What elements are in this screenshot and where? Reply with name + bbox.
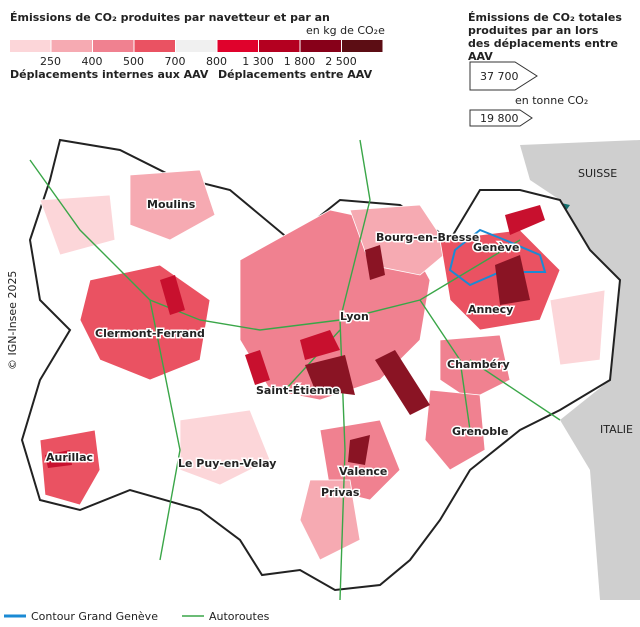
totals-large: 37 700 [480,70,519,83]
legend-class-label: 250 [40,55,61,68]
totals-title-text: des déplacements entre [468,37,618,50]
city-label: Privas [321,486,360,499]
aav-areas [39,169,606,561]
flow-arrow [365,245,385,280]
legend-class-label: 500 [123,55,144,68]
aav-area [439,334,511,401]
flow-arrow [348,435,370,465]
legend-title: Émissions de CO₂ produites par navetteur… [10,11,330,24]
legend-class-label: 400 [82,55,103,68]
flow-arrow [305,355,355,395]
highways [29,139,561,601]
aav-area [179,409,271,486]
small-arrow [469,109,533,127]
aav-area [39,194,116,256]
flow-arrow [300,330,340,360]
totals-title: Émissions de CO₂ totales produites par a… [468,11,626,63]
footer-contour: Contour Grand Genève [31,610,158,623]
city-label: Le Puy-en-Velay [178,457,276,470]
city-label: Lyon [340,310,369,323]
legend-swatch [134,40,175,52]
grand-geneve-contour [448,228,547,287]
legend-swatches: 250 400 500 700 800 1 300 1 800 2 500 [10,40,383,68]
legend-swatch [217,40,258,52]
legend-unit: en kg de CO₂e [306,24,385,37]
legend-class-label: 1 300 [242,55,274,68]
legend-class-label: 2 500 [325,55,357,68]
city-label: Valence [339,465,387,478]
legend-swatch [300,40,341,52]
credit: © IGN-Insee 2025 [6,271,19,370]
cities: Moulins Bourg-en-Bresse Genève Lyon Anne… [45,197,521,501]
legend-class-label: 700 [165,55,186,68]
totals-title-text: AAV [468,50,493,63]
city-label: Moulins [147,198,196,211]
legend-internal: Déplacements internes aux AAV [10,68,209,81]
city-label: Bourg-en-Bresse [376,231,479,244]
aav-area [549,289,606,366]
legend-swatch [176,40,217,52]
city-label: Clermont-Ferrand [95,327,205,340]
country-label: SUISSE [578,167,617,180]
city-label: Genève [473,241,519,254]
footer-roads: Autoroutes [209,610,270,623]
aav-area [129,169,216,241]
large-arrow [469,61,538,91]
flow-arrow [245,350,270,385]
country-label: ITALIE [600,423,633,436]
totals-title-text: Émissions de CO₂ totales [468,11,622,24]
city-label: Annecy [468,303,513,316]
flow-arrow [160,275,185,315]
aav-area [424,389,486,471]
aav-area [39,429,101,506]
totals-unit: en tonne CO₂ [515,94,588,107]
legend-swatch [259,40,300,52]
legend-class-label: 800 [206,55,227,68]
foreign-land [520,140,640,600]
flow-arrows [45,205,545,468]
totals-title-text: produites par an lors [468,24,599,37]
totals-small: 19 800 [480,112,519,125]
flow-arrow [45,450,72,468]
city-label: Grenoble [452,425,508,438]
flow-arrow [375,350,430,415]
legend-swatch [51,40,92,52]
legend-external: Déplacements entre AAV [218,68,373,81]
legend-class-label: 1 800 [284,55,316,68]
city-label: Saint-Étienne [256,384,340,397]
legend-swatch [342,40,383,52]
flow-arrow [505,205,545,235]
legend-swatch [10,40,51,52]
legend-swatch [93,40,134,52]
city-label: Aurillac [46,451,93,464]
city-label: Chambéry [447,358,510,371]
flow-arrow [495,255,530,305]
